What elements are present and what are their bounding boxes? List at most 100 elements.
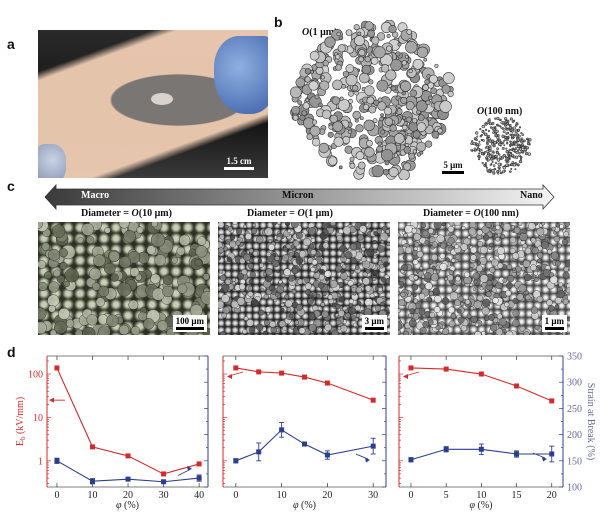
particle (263, 294, 269, 300)
particle (322, 242, 329, 249)
diameter-value: (1 μm) (304, 208, 333, 219)
particle (533, 270, 539, 276)
particle (402, 124, 408, 131)
particle (265, 275, 273, 283)
particle (488, 154, 493, 158)
particle (477, 152, 481, 155)
particle (530, 306, 539, 314)
particle (357, 161, 366, 170)
particle (523, 146, 527, 149)
particle (49, 329, 57, 335)
particle (331, 96, 341, 105)
particle (479, 256, 488, 265)
particle (506, 264, 513, 270)
particle (518, 222, 523, 226)
particle (416, 152, 422, 157)
particle (439, 100, 452, 113)
particle (288, 274, 296, 282)
particle (288, 251, 294, 257)
particle (385, 45, 393, 52)
size-text: (100 nm) (484, 106, 523, 117)
particle (365, 223, 370, 227)
particle (353, 322, 358, 328)
particle (356, 313, 361, 318)
particle (481, 124, 486, 129)
left-y-tick-label: 10 (33, 413, 43, 424)
particle (448, 306, 455, 314)
particle (425, 100, 431, 106)
particle (337, 293, 341, 298)
panel-letter-c: c (7, 178, 15, 194)
particle (403, 330, 409, 335)
right-y-tick-label: 350 (567, 352, 582, 363)
particle (337, 326, 342, 331)
particle (503, 140, 505, 142)
particle (503, 136, 506, 139)
particle (398, 291, 401, 295)
particle (473, 279, 478, 284)
particle (297, 100, 302, 105)
particle (527, 140, 530, 144)
particle (38, 260, 47, 269)
particle (327, 131, 334, 138)
particle (324, 277, 329, 282)
particle (424, 239, 430, 245)
data-point (324, 380, 330, 386)
particle (291, 268, 298, 275)
particle (351, 258, 357, 264)
particle (380, 277, 387, 283)
particle (251, 228, 258, 235)
particle (480, 133, 483, 137)
particle (561, 238, 568, 245)
particle (448, 320, 456, 328)
particle (309, 50, 320, 61)
particle (496, 246, 505, 255)
particle (498, 124, 501, 128)
particle (349, 156, 355, 162)
particle (554, 260, 561, 267)
particle (295, 304, 303, 311)
particle (377, 141, 383, 147)
particle (494, 162, 497, 165)
particle (376, 228, 383, 234)
particle (516, 136, 519, 139)
label-unit: (kV/mm) (15, 397, 26, 437)
particle (424, 79, 430, 85)
particle (264, 227, 273, 236)
right-y-tick-label: 200 (567, 430, 582, 441)
particle (461, 226, 466, 231)
scale-bar-line (442, 171, 464, 174)
particle (442, 328, 449, 335)
particle (496, 313, 503, 320)
particle (268, 243, 275, 251)
particle (504, 159, 507, 162)
particle (481, 152, 484, 156)
particle (309, 292, 314, 297)
particle (506, 131, 510, 135)
particle (431, 130, 440, 139)
scale-bar-label: 1.5 cm (226, 156, 252, 166)
particle (276, 285, 285, 294)
particle (491, 160, 494, 163)
particle (221, 312, 227, 319)
particle (483, 234, 490, 241)
particle (219, 331, 227, 335)
particle (353, 24, 360, 31)
particle (520, 132, 523, 135)
particle (323, 229, 329, 235)
particle (331, 276, 336, 281)
particle (447, 246, 453, 252)
particle (512, 126, 516, 130)
particle (522, 247, 527, 252)
particle (447, 225, 455, 233)
particle (310, 238, 316, 243)
particle (318, 142, 330, 154)
strain-at-break-line (235, 429, 374, 462)
particle (269, 320, 277, 328)
particle (56, 275, 65, 284)
particle (439, 262, 448, 271)
particle (488, 242, 494, 248)
particle (562, 298, 569, 305)
particle (427, 259, 434, 265)
